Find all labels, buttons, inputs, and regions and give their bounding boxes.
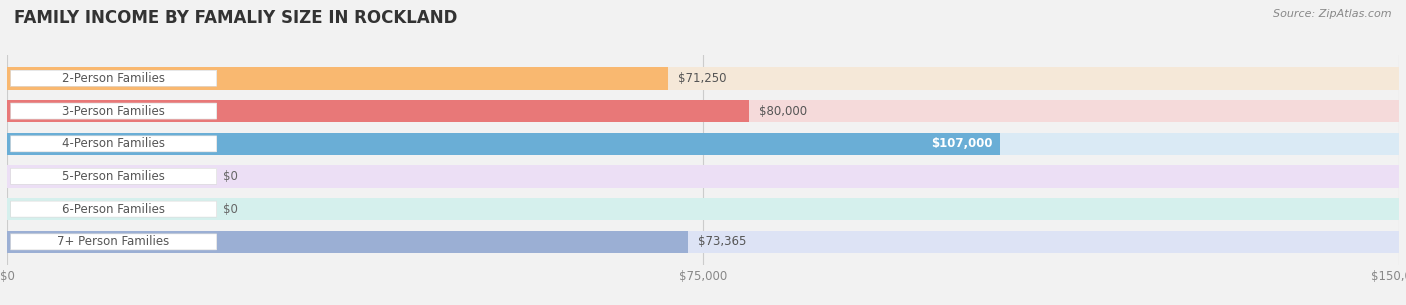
Text: 7+ Person Families: 7+ Person Families	[58, 235, 170, 248]
Bar	[7, 100, 749, 122]
Bar	[7, 67, 668, 90]
Bar	[7, 231, 688, 253]
Text: 6-Person Families: 6-Person Families	[62, 203, 165, 216]
Text: $0: $0	[224, 170, 239, 183]
Text: 5-Person Families: 5-Person Families	[62, 170, 165, 183]
Bar	[10, 103, 217, 119]
Bar	[10, 234, 217, 250]
Text: 4-Person Families: 4-Person Families	[62, 137, 165, 150]
Bar	[7, 100, 1399, 122]
Text: Source: ZipAtlas.com: Source: ZipAtlas.com	[1274, 9, 1392, 19]
Bar	[10, 136, 217, 152]
Text: $107,000: $107,000	[932, 137, 993, 150]
Text: 2-Person Families: 2-Person Families	[62, 72, 165, 85]
Bar	[7, 133, 1000, 155]
Text: 3-Person Families: 3-Person Families	[62, 105, 165, 118]
Bar	[10, 201, 217, 217]
Bar	[7, 67, 1399, 90]
Text: FAMILY INCOME BY FAMALIY SIZE IN ROCKLAND: FAMILY INCOME BY FAMALIY SIZE IN ROCKLAN…	[14, 9, 457, 27]
Bar	[7, 231, 1399, 253]
Text: $0: $0	[224, 203, 239, 216]
Text: $71,250: $71,250	[678, 72, 727, 85]
Bar	[7, 198, 1399, 220]
Bar	[7, 165, 1399, 188]
Text: $73,365: $73,365	[697, 235, 747, 248]
Text: $80,000: $80,000	[759, 105, 807, 118]
Bar	[10, 70, 217, 86]
Bar	[7, 133, 1399, 155]
Bar	[10, 168, 217, 185]
